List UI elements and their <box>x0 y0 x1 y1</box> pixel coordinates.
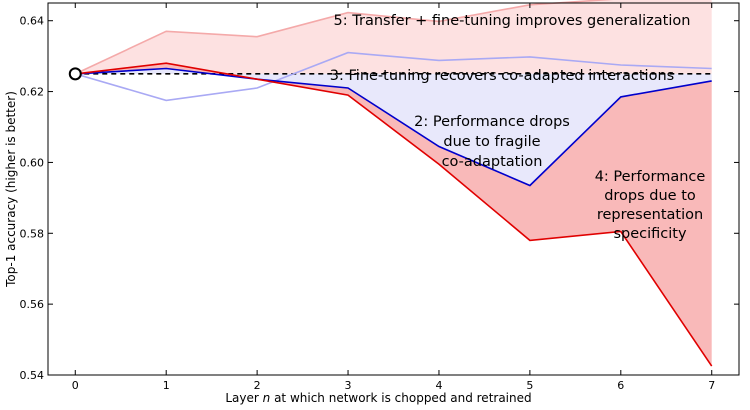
annotation-line: 4: Performance <box>595 169 706 185</box>
x-tick-label: 6 <box>617 379 624 392</box>
annotation-4: 4: Performance drops due to representation… <box>595 169 706 242</box>
x-tick-label: 4 <box>435 379 442 392</box>
fill-areas <box>75 0 712 367</box>
x-axis-title-part: n <box>263 391 271 405</box>
series-line-transfer <box>75 62 713 367</box>
x-tick-label: 5 <box>526 379 533 392</box>
annotation-line: drops due to <box>604 188 696 204</box>
y-axis-title: Top-1 accuracy (higher is better) <box>4 91 18 288</box>
x-tick-label: 1 <box>163 379 170 392</box>
axes: 0 1 2 3 4 5 6 7 0.54 0.56 0.58 0.60 0.62 0.64 Layer n … <box>4 2 740 405</box>
y-tick-label: 0.58 <box>20 227 45 240</box>
y-tick-label: 0.60 <box>20 156 45 169</box>
annotation-line: specificity <box>613 226 686 242</box>
annotation-line: due to fragile <box>443 134 540 150</box>
y-tick-label: 0.56 <box>20 298 45 311</box>
fill-area-1 <box>75 0 712 74</box>
y-tick-label: 0.64 <box>20 15 45 28</box>
annotation-2: 2: Performance drops due to fragile co-ada… <box>414 114 570 170</box>
annotation-line: representation <box>597 207 703 223</box>
annotation-line: co-adaptation <box>442 154 543 170</box>
y-tick-label: 0.54 <box>20 369 45 382</box>
annotation-5: 5: Transfer + fine-tuning improves gener… <box>334 13 691 29</box>
x-axis-title-part: at which network is chopped and retraine… <box>270 391 531 405</box>
y-tick-label: 0.62 <box>20 86 45 99</box>
fill-area-3 <box>75 63 712 367</box>
fill-area-2 <box>75 68 712 186</box>
annotation-3: 3: Fine-tuning recovers co-adapted inter… <box>330 68 674 84</box>
annotation-line: 2: Performance drops <box>414 114 570 130</box>
series-lines <box>68 0 713 367</box>
x-tick-label: 3 <box>345 379 352 392</box>
x-axis-title-part: Layer <box>225 391 262 405</box>
series-line-selffer <box>75 67 712 187</box>
x-tick-label: 0 <box>72 379 79 392</box>
x-tick-label: 7 <box>708 379 715 392</box>
x-axis-title: Layer n at which network is chopped and … <box>225 391 531 405</box>
series-line-transfer-finetune <box>74 0 614 75</box>
annotation-line: 5: Transfer + fine-tuning improves gener… <box>334 13 691 29</box>
x-tick-label: 2 <box>254 379 261 392</box>
series-line-selffer-finetune <box>75 51 712 102</box>
annotations: 5: Transfer + fine-tuning improves gener… <box>330 13 706 242</box>
plot-frame <box>47 2 740 376</box>
annotation-line: 3: Fine-tuning recovers co-adapted inter… <box>330 68 674 84</box>
baseline-point-marker <box>68 67 82 81</box>
